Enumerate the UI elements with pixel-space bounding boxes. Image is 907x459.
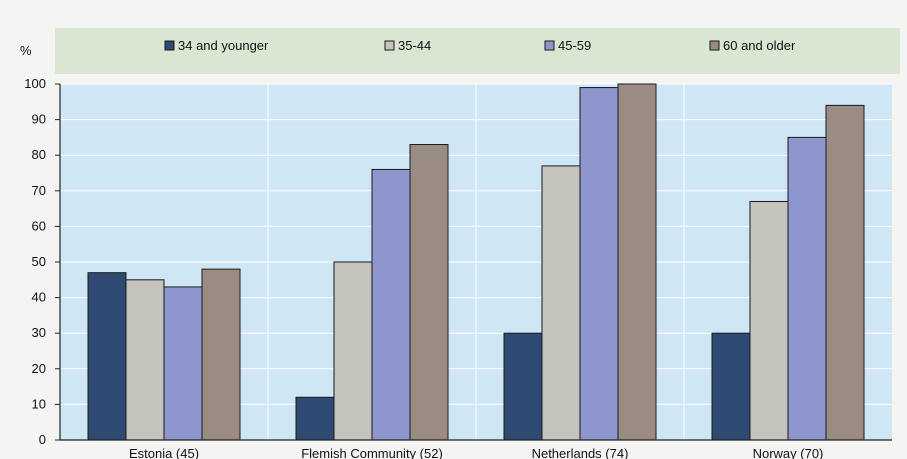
bar-45-59-3 [787, 136, 827, 441]
y-tick-label: 50 [32, 254, 46, 269]
bar-35-44-0 [125, 279, 165, 441]
x-tick-label: Flemish Community (52) [301, 446, 443, 459]
y-tick-label: 0 [39, 432, 46, 447]
y-axis-ticks: 0 10 20 30 40 50 60 70 80 90 100 [24, 76, 60, 447]
bar-35-44-1 [333, 261, 373, 441]
bar-60-and-older-1 [409, 144, 449, 441]
legend-swatch [384, 40, 395, 51]
bars [87, 83, 865, 441]
bar-34-and-younger-2 [503, 332, 543, 441]
bar-35-44-2 [541, 165, 581, 441]
y-axis-label: % [20, 43, 32, 58]
legend-swatch [709, 40, 720, 51]
bar-60-and-older-2 [617, 83, 657, 441]
y-tick-label: 40 [32, 290, 46, 305]
bar-60-and-older-3 [825, 104, 865, 441]
bar-34-and-younger-0 [87, 272, 127, 441]
legend-label: 45-59 [558, 38, 591, 53]
bar-35-44-3 [749, 200, 789, 441]
y-tick-label: 100 [24, 76, 46, 91]
bar-45-59-2 [579, 87, 619, 441]
y-tick-label: 80 [32, 147, 46, 162]
legend: 34 and younger 35-44 45-59 60 and older [164, 38, 796, 53]
legend-label: 60 and older [723, 38, 796, 53]
legend-swatch [164, 40, 175, 51]
legend-label: 34 and younger [178, 38, 269, 53]
x-tick-label: Norway (70) [753, 446, 824, 459]
legend-swatch [544, 40, 555, 51]
bar-34-and-younger-1 [295, 396, 335, 441]
legend-label: 35-44 [398, 38, 431, 53]
legend-band [55, 28, 900, 74]
y-tick-label: 30 [32, 325, 46, 340]
y-tick-label: 10 [32, 396, 46, 411]
x-tick-label: Estonia (45) [129, 446, 199, 459]
bar-45-59-1 [371, 168, 411, 441]
bar-60-and-older-0 [201, 268, 241, 441]
y-tick-label: 60 [32, 218, 46, 233]
y-tick-label: 70 [32, 183, 46, 198]
y-tick-label: 20 [32, 361, 46, 376]
x-tick-label: Netherlands (74) [532, 446, 629, 459]
x-axis-labels: Estonia (45) Flemish Community (52) Nether… [129, 446, 823, 459]
y-tick-label: 90 [32, 112, 46, 127]
bar-34-and-younger-3 [711, 332, 751, 441]
bar-45-59-0 [163, 286, 203, 441]
